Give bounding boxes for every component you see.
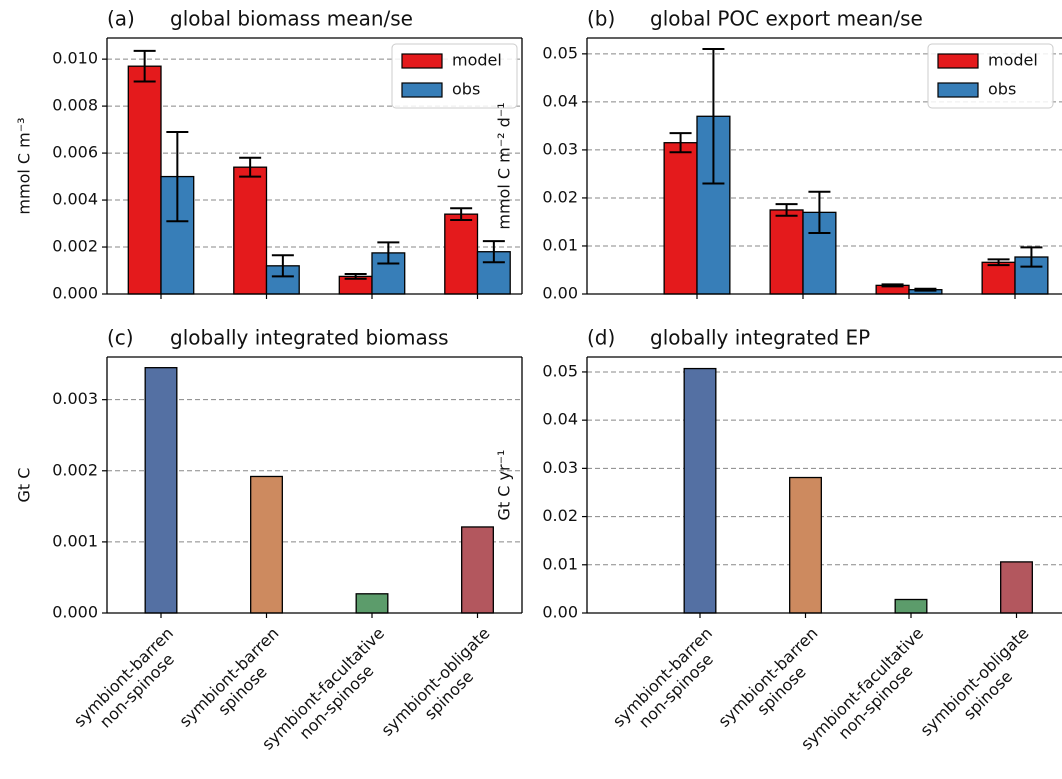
- panel-label: (a): [107, 7, 135, 31]
- y-tick-label: 0.00: [542, 603, 578, 622]
- bar: [233, 166, 268, 295]
- bar: [444, 213, 479, 295]
- y-tick-label: 0.004: [52, 190, 98, 209]
- error-bar: [166, 130, 189, 223]
- x-tick-label: symbiont-barrennon-spinose: [70, 623, 191, 744]
- y-tick-label: 0.001: [52, 531, 98, 550]
- panel-label: (d): [587, 326, 615, 350]
- y-tick-label: 0.05: [542, 43, 578, 62]
- y-tick-label: 0.05: [542, 361, 578, 380]
- y-tick-label: 0.002: [52, 460, 98, 479]
- error-bar: [239, 156, 262, 178]
- y-tick-label: 0.00: [542, 284, 578, 303]
- x-tick-label: symbiont-facultativenon-spinose: [797, 623, 940, 766]
- error-bar: [450, 207, 473, 222]
- error-bar: [808, 190, 831, 235]
- y-tick-label: 0.003: [52, 389, 98, 408]
- bar: [127, 65, 162, 295]
- bar: [769, 209, 804, 295]
- legend-label: obs: [988, 80, 1016, 99]
- y-tick-label: 0.006: [52, 143, 98, 162]
- y-tick-label: 0.000: [52, 603, 98, 622]
- y-axis-label: mmol C m⁻³: [15, 117, 34, 214]
- legend-label: model: [988, 51, 1038, 70]
- y-tick-label: 0.002: [52, 237, 98, 256]
- chart-title: globally integrated EP: [650, 326, 870, 350]
- chart-title: global POC export mean/se: [650, 7, 923, 31]
- panel-label: (c): [107, 326, 134, 350]
- y-tick-label: 0.000: [52, 284, 98, 303]
- y-tick-label: 0.01: [542, 554, 578, 573]
- y-tick-label: 0.04: [542, 91, 578, 110]
- legend-label: model: [452, 51, 502, 70]
- y-axis-label: Gt C yr⁻¹: [495, 450, 514, 521]
- y-axis-label: Gt C: [15, 468, 34, 503]
- bar: [789, 476, 822, 614]
- panel-label: (b): [587, 7, 615, 31]
- y-tick-label: 0.01: [542, 235, 578, 254]
- y-tick-label: 0.02: [542, 506, 578, 525]
- error-bar: [1020, 246, 1043, 268]
- bar: [1000, 561, 1033, 614]
- legend-swatch: [937, 53, 979, 69]
- error-bar: [702, 48, 725, 185]
- bar: [981, 261, 1016, 295]
- y-tick-label: 0.008: [52, 96, 98, 115]
- legend-swatch: [401, 53, 443, 69]
- x-tick-label: symbiont-barrennon-spinose: [609, 623, 730, 744]
- bar: [355, 593, 389, 614]
- error-bar: [482, 240, 505, 264]
- y-tick-label: 0.03: [542, 458, 578, 477]
- y-axis-label: mmol C m⁻² d⁻¹: [495, 102, 514, 229]
- legend-swatch: [401, 82, 443, 98]
- bar: [461, 526, 494, 614]
- error-bar: [881, 283, 904, 288]
- error-bar: [987, 258, 1010, 267]
- chart-title: globally integrated biomass: [170, 326, 449, 350]
- x-tick-label: symbiont-facultativenon-spinose: [258, 623, 401, 766]
- bar: [683, 367, 717, 614]
- error-bar: [669, 132, 692, 154]
- legend-label: obs: [452, 80, 480, 99]
- x-tick-label: symbiont-obligatespinose: [377, 623, 507, 753]
- error-bar: [775, 203, 798, 217]
- error-bar: [344, 273, 367, 280]
- error-bar: [271, 254, 294, 278]
- legend-swatch: [937, 82, 979, 98]
- error-bar: [377, 241, 400, 265]
- y-tick-label: 0.010: [52, 49, 98, 68]
- bar: [144, 367, 178, 614]
- chart-title: global biomass mean/se: [170, 7, 413, 31]
- bar: [663, 142, 698, 295]
- y-tick-label: 0.02: [542, 187, 578, 206]
- error-bar: [133, 49, 156, 83]
- bar: [894, 598, 928, 614]
- bar: [250, 475, 283, 614]
- error-bar: [914, 287, 937, 292]
- y-tick-label: 0.04: [542, 410, 578, 429]
- bar: [1014, 256, 1049, 295]
- y-tick-label: 0.03: [542, 139, 578, 158]
- x-tick-label: symbiont-obligatespinose: [916, 623, 1046, 753]
